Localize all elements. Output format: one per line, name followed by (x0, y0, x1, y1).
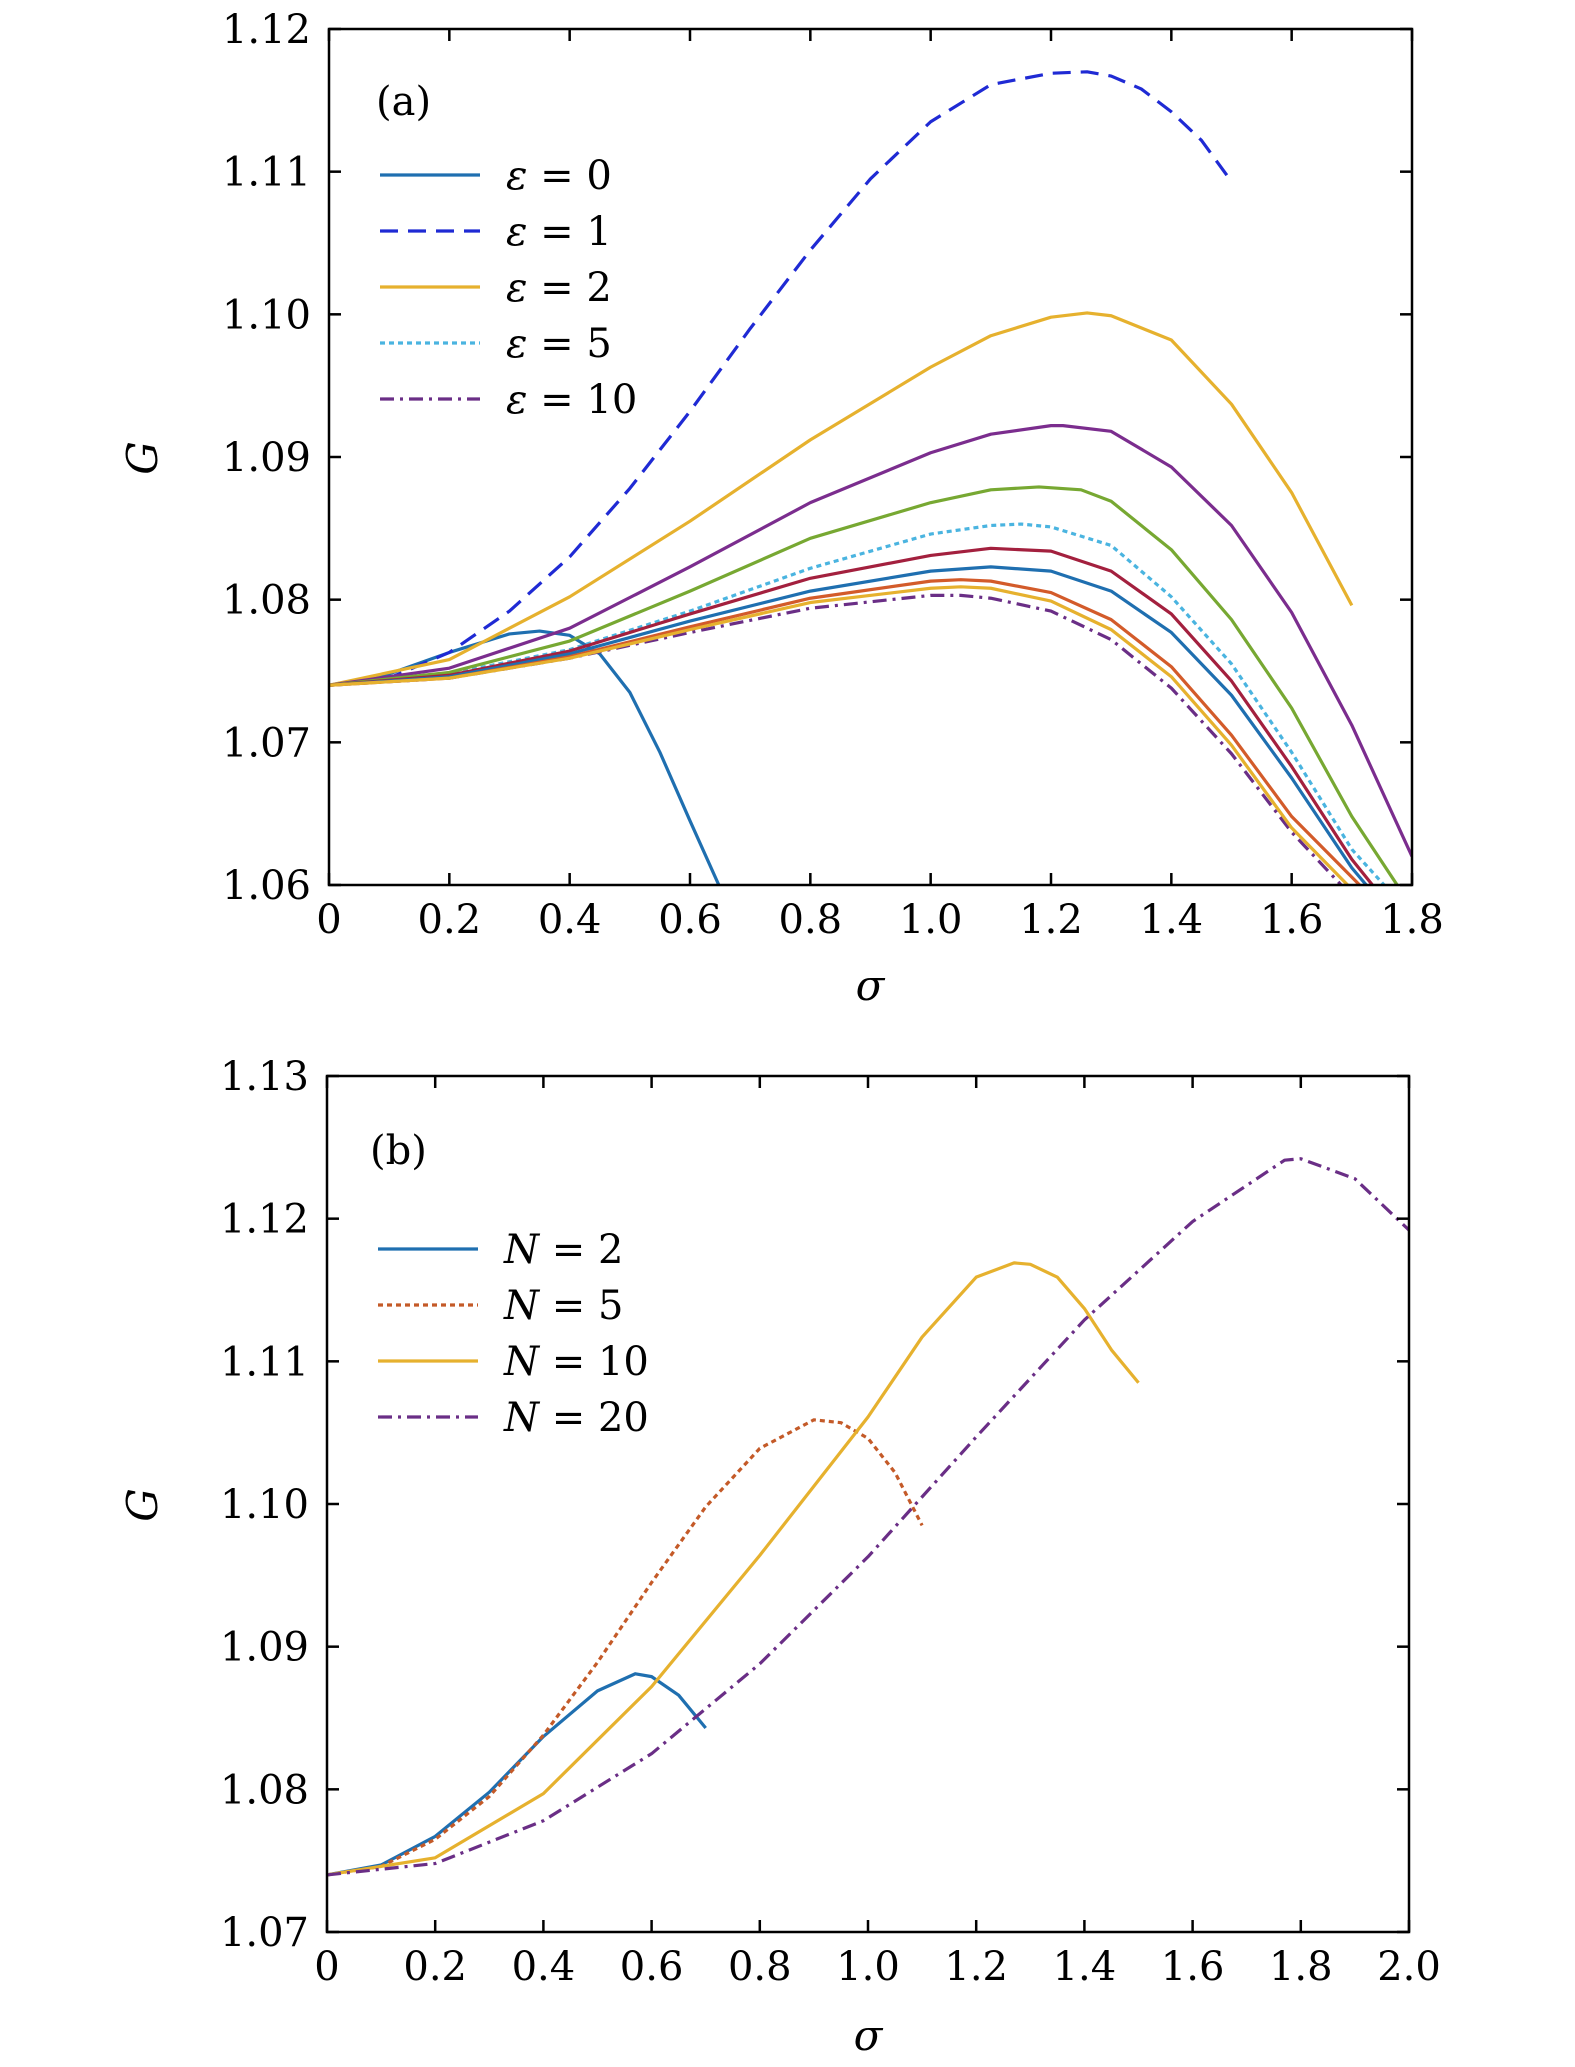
y-tick-label: 1.10 (220, 1482, 309, 1528)
x-tick-label: 1.6 (1161, 1944, 1225, 1990)
series-group (329, 70, 1412, 885)
x-tick-label: 1.0 (899, 897, 963, 943)
y-tick-label: 1.10 (222, 292, 311, 338)
series-group (327, 1157, 1409, 1877)
panel-label: (b) (370, 1128, 427, 1174)
x-axis-title: σ (854, 2011, 884, 2060)
legend-entry: ε = 0 (506, 153, 612, 199)
x-tick-label: 0.6 (658, 897, 722, 943)
x-tick-label: 1.8 (1380, 897, 1444, 943)
y-tick-label: 1.13 (220, 1054, 309, 1100)
plot-frame (325, 1074, 1411, 1934)
x-tick-label: 0.6 (620, 1944, 684, 1990)
y-tick-label: 1.08 (220, 1767, 309, 1813)
x-tick-label: 1.0 (836, 1944, 900, 1990)
series-line-10 (329, 585, 1350, 885)
legend: ε = 0 ε = 1 ε = 2 ε = 5 ε = 10 (380, 153, 637, 423)
panel-label: (a) (376, 79, 431, 125)
legend-entry: N = 5 (503, 1283, 623, 1329)
x-tick-label: 0 (314, 1944, 339, 1990)
y-tick-label: 1.12 (220, 1197, 309, 1243)
legend-entry: ε = 5 (506, 321, 612, 367)
y-tick-label: 1.11 (222, 150, 311, 196)
x-tick-label: 1.8 (1269, 1944, 1333, 1990)
y-axis-title: G (118, 441, 167, 475)
legend: N = 2 N = 5 N = 10 N = 20 (378, 1227, 649, 1441)
plot-frame (327, 27, 1414, 887)
x-tick-label: 0.2 (403, 1944, 467, 1990)
series-line-9 (329, 578, 1362, 885)
x-tick-label: 1.4 (1140, 897, 1204, 943)
series-line-1 (327, 1418, 924, 1877)
y-tick-label: 1.08 (222, 578, 311, 624)
y-tick-label: 1.06 (222, 863, 311, 909)
series-line-5 (329, 424, 1412, 858)
x-tick-label: 0.8 (779, 897, 843, 943)
legend-entry: ε = 10 (506, 377, 637, 423)
x-axis-title: σ (856, 961, 886, 1010)
x-tick-label: 1.2 (944, 1944, 1008, 1990)
legend-entry: ε = 2 (506, 265, 612, 311)
x-tick-label: 0.2 (418, 897, 482, 943)
series-line-6 (329, 485, 1400, 885)
x-tick-label: 0 (316, 897, 341, 943)
legend-entry: N = 2 (503, 1227, 623, 1273)
x-tick-label: 1.6 (1260, 897, 1324, 943)
panel-a: 0 0.2 0.4 0.6 0.8 1.0 1.2 1.4 1.6 1.8 1.06 1.07 1.08… (118, 7, 1444, 1010)
series-line-2 (327, 1261, 1140, 1877)
x-tick-label: 0.8 (728, 1944, 792, 1990)
series-line-2 (329, 311, 1354, 687)
series-line-0 (327, 1672, 707, 1877)
y-tick-label: 1.07 (222, 720, 311, 766)
y-tick-label: 1.07 (220, 1910, 309, 1956)
series-line-7 (329, 546, 1375, 885)
series-line-0 (329, 629, 721, 885)
x-tick-label: 2.0 (1377, 1944, 1441, 1990)
series-line-8 (329, 565, 1369, 885)
x-tick-label: 1.2 (1019, 897, 1083, 943)
y-axis-title: G (118, 1488, 167, 1522)
x-tick-label: 0.4 (538, 897, 602, 943)
series-line-3 (327, 1157, 1409, 1877)
legend-entry: N = 20 (503, 1395, 649, 1441)
legend-entry: N = 10 (503, 1339, 649, 1385)
y-tick-label: 1.09 (222, 435, 311, 481)
legend-entry: ε = 1 (506, 209, 612, 255)
y-tick-label: 1.12 (222, 7, 311, 53)
series-line-3 (329, 522, 1387, 885)
y-tick-label: 1.09 (220, 1625, 309, 1671)
x-tick-label: 0.4 (512, 1944, 576, 1990)
y-tick-label: 1.11 (220, 1339, 309, 1385)
x-tick-label: 1.4 (1053, 1944, 1117, 1990)
panel-b: 0 0.2 0.4 0.6 0.8 1.0 1.2 1.4 1.6 1.8 2.0 1.07 1.08 1… (118, 1054, 1441, 2060)
series-line-1 (329, 70, 1233, 687)
